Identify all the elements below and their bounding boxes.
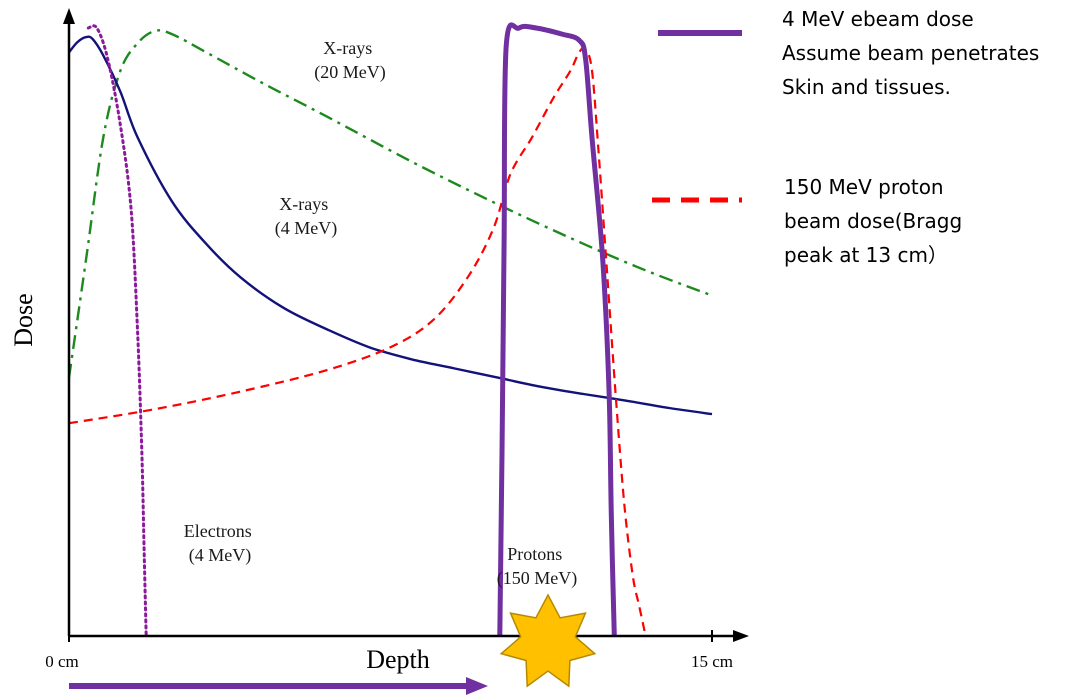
series-line-xray20 [67, 29, 713, 378]
annotation-xrays-20mev: X-rays (20 MeV) [314, 38, 385, 83]
series-line-xray4 [68, 35, 713, 416]
legend-label-proton: 150 MeV proton beam dose(Bragg peak at 1… [784, 175, 969, 267]
legend: 4 MeV ebeam dose Assume beam penetrates … [652, 7, 1046, 267]
annotation-electrons-4mev: Electrons (4 MeV) [184, 521, 256, 566]
legend-label-ebeam: 4 MeV ebeam dose Assume beam penetrates … [782, 7, 1046, 99]
series-line-proton150 [68, 46, 647, 637]
series-line-ebeam4 [497, 22, 617, 637]
y-axis-label: Dose [9, 293, 38, 346]
x-axis-label: Depth [366, 645, 430, 674]
x-tick-label-start: 0 cm [45, 652, 79, 671]
annotation-xrays-4mev: X-rays (4 MeV) [275, 194, 337, 239]
target-star-icon [499, 593, 597, 688]
annotation-protons-150mev: Protons (150 MeV) [497, 544, 577, 589]
x-tick-label-end: 15 cm [691, 652, 733, 671]
series-layer [67, 22, 713, 638]
series-line-electron4 [86, 24, 148, 638]
